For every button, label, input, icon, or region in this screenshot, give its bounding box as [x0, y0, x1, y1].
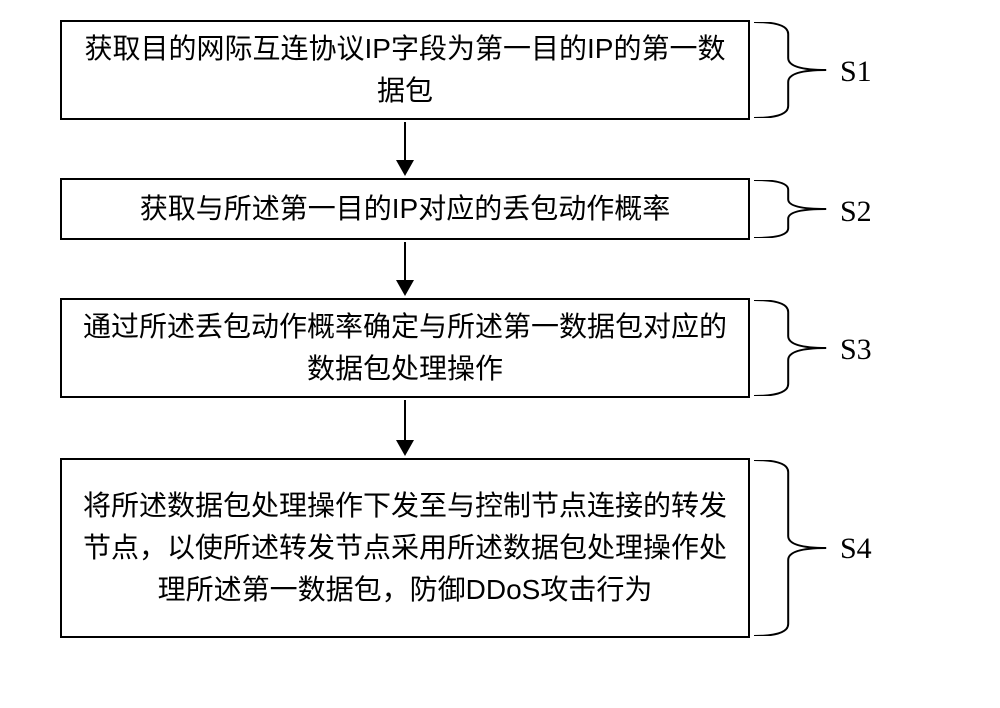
flow-step-text: 将所述数据包处理操作下发至与控制节点连接的转发节点，以使所述转发节点采用所述数据… — [78, 485, 732, 611]
arrow-line — [404, 242, 406, 280]
arrow-head-icon — [396, 440, 414, 456]
step-label-s1: S1 — [840, 55, 872, 89]
step-label-s4: S4 — [840, 532, 872, 566]
brace — [754, 300, 830, 396]
arrow-head-icon — [396, 280, 414, 296]
step-label-s2: S2 — [840, 195, 872, 229]
arrow-head-icon — [396, 160, 414, 176]
brace — [754, 460, 830, 636]
step-label-s3: S3 — [840, 333, 872, 367]
flow-step-s1: 获取目的网际互连协议IP字段为第一目的IP的第一数据包 — [60, 20, 750, 120]
flow-step-text: 通过所述丢包动作概率确定与所述第一数据包对应的数据包处理操作 — [78, 306, 732, 390]
arrow-line — [404, 122, 406, 160]
flow-step-s3: 通过所述丢包动作概率确定与所述第一数据包对应的数据包处理操作 — [60, 298, 750, 398]
brace — [754, 180, 830, 238]
flow-step-text: 获取目的网际互连协议IP字段为第一目的IP的第一数据包 — [78, 28, 732, 112]
flow-step-s4: 将所述数据包处理操作下发至与控制节点连接的转发节点，以使所述转发节点采用所述数据… — [60, 458, 750, 638]
arrow-line — [404, 400, 406, 440]
flow-step-text: 获取与所述第一目的IP对应的丢包动作概率 — [140, 188, 670, 230]
brace — [754, 22, 830, 118]
flow-step-s2: 获取与所述第一目的IP对应的丢包动作概率 — [60, 178, 750, 240]
